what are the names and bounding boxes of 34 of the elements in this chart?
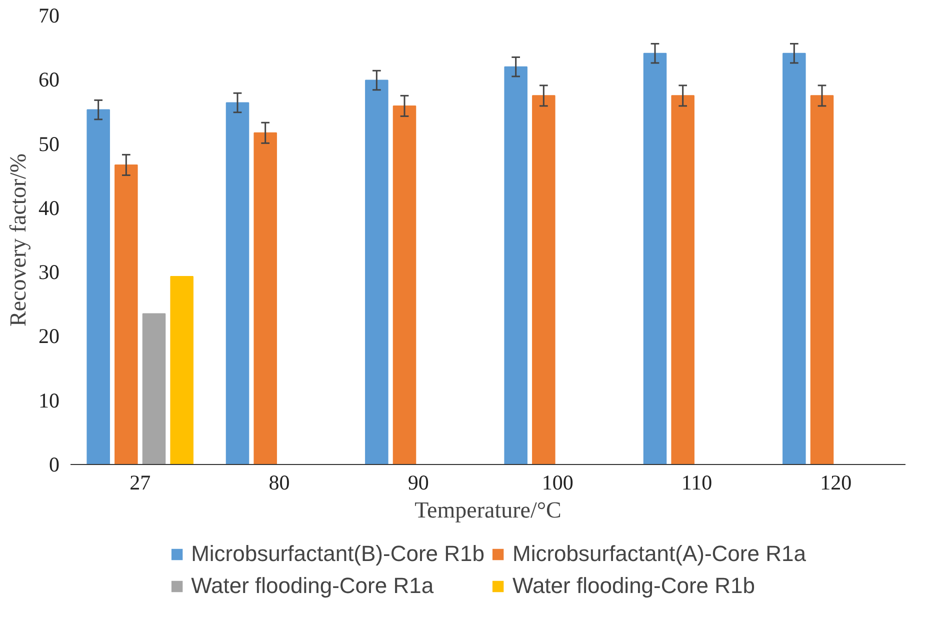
bar (170, 276, 194, 464)
bar (504, 66, 528, 464)
legend-label: Microbsurfactant(A)-Core R1a (512, 541, 806, 567)
y-tick-label: 20 (38, 324, 60, 348)
legend-label: Microbsurfactant(B)-Core R1b (191, 541, 484, 567)
legend-label: Water flooding-Core R1b (512, 573, 756, 599)
y-tick-label: 10 (38, 388, 60, 412)
y-tick-label: 70 (38, 4, 60, 28)
y-tick-label: 40 (38, 196, 60, 220)
bar (671, 95, 694, 464)
y-axis-title: Recovery factor/% (6, 153, 30, 327)
bar (86, 109, 110, 464)
bar (142, 313, 166, 464)
x-tick-label: 27 (130, 470, 151, 494)
bar (226, 102, 250, 464)
x-tick-label: 100 (542, 470, 574, 494)
bar (114, 164, 138, 464)
y-tick-label: 50 (38, 132, 60, 156)
x-tick-label: 120 (820, 470, 852, 494)
y-tick-label: 60 (38, 68, 60, 92)
bar (254, 132, 277, 464)
bar (782, 52, 806, 464)
bar (365, 80, 388, 464)
x-tick-label: 80 (268, 470, 290, 494)
legend-label: Water flooding-Core R1a (191, 573, 434, 599)
x-axis-title: Temperature/°C (414, 498, 562, 522)
y-tick-label: 30 (38, 260, 60, 284)
bar (643, 52, 667, 464)
y-tick-label: 0 (49, 452, 60, 476)
bar (392, 105, 416, 464)
x-tick-label: 90 (408, 470, 429, 494)
bar (532, 95, 556, 464)
bar (810, 95, 834, 464)
x-tick-label: 110 (681, 470, 712, 494)
